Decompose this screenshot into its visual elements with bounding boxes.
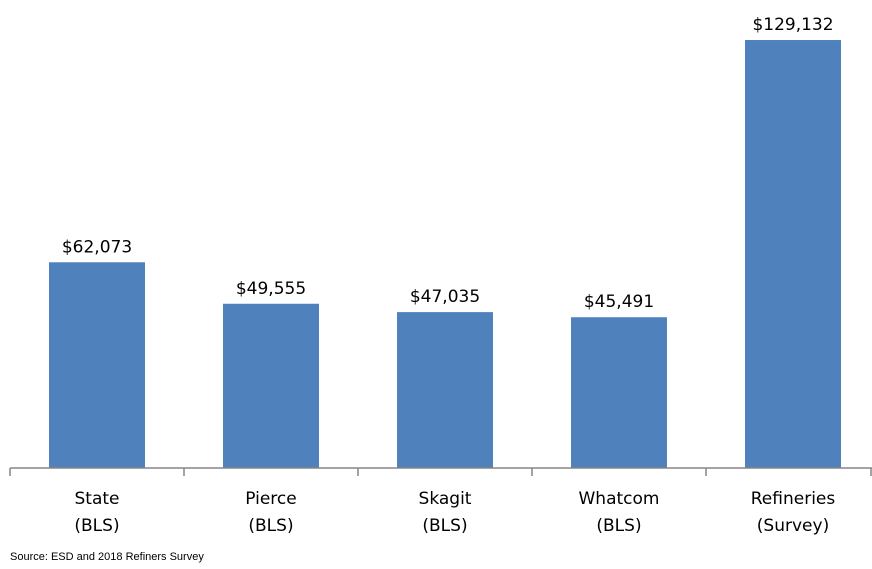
- x-tick-label: Skagit (BLS): [418, 489, 472, 536]
- x-tick-label: Pierce (BLS): [245, 489, 297, 536]
- bar: [397, 312, 493, 468]
- data-label: $47,035: [410, 287, 480, 307]
- bar: [223, 303, 319, 468]
- bar: [571, 317, 667, 468]
- data-label: $62,073: [62, 237, 132, 257]
- bar: [49, 262, 145, 468]
- data-label: $49,555: [236, 279, 306, 299]
- bar: [745, 40, 841, 469]
- x-tick-label: State (BLS): [74, 489, 120, 536]
- data-label: $129,132: [752, 15, 833, 35]
- x-tick-label: Refineries (Survey): [750, 489, 836, 536]
- data-label: $45,491: [584, 292, 654, 312]
- x-tick-label: Whatcom (BLS): [578, 489, 660, 536]
- source-note: Source: ESD and 2018 Refiners Survey: [10, 551, 204, 563]
